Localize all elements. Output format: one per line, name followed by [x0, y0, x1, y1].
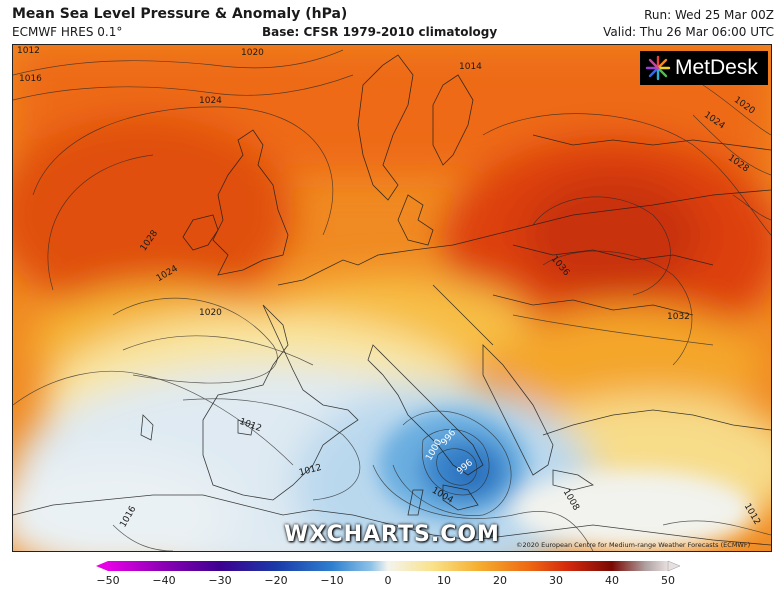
- colorbar-tick-label: 0: [384, 574, 392, 587]
- isobar-label: 1012: [17, 46, 40, 56]
- colorbar-tick-label: 30: [549, 574, 563, 587]
- map-title: Mean Sea Level Pressure & Anomaly (hPa): [12, 6, 348, 22]
- metdesk-logo-text: MetDesk: [675, 56, 758, 79]
- colorbar-max-arrow: [667, 560, 680, 572]
- isobar-label: 1016: [19, 74, 42, 84]
- isobar-label: 1014: [459, 62, 482, 72]
- isobar-label: 1032: [667, 312, 690, 322]
- colorbar-tick-label: −10: [320, 574, 344, 587]
- colorbar-tick-label: −40: [152, 574, 176, 587]
- isobar-label: 1020: [199, 308, 222, 318]
- colorbar-tick-label: 20: [493, 574, 507, 587]
- colorbar-tick-label: 10: [437, 574, 451, 587]
- pressure-anomaly-map: 1012 1016 1020 1024 1028 1014 1020 1024 …: [12, 44, 772, 552]
- wxcharts-watermark: WXCHARTS.COM: [284, 522, 500, 547]
- colorbar-tick-label: −30: [208, 574, 232, 587]
- valid-time-label: Valid: Thu 26 Mar 06:00 UTC: [603, 25, 774, 39]
- colorbar-min-arrow: [96, 561, 108, 571]
- isobar-label: 1024: [199, 96, 222, 106]
- model-label: ECMWF HRES 0.1°: [12, 25, 123, 39]
- colorbar-tick-label: 40: [605, 574, 619, 587]
- base-climatology-label: Base: CFSR 1979-2010 climatology: [262, 25, 498, 39]
- isobar-label: 1020: [241, 48, 264, 58]
- colorbar-tick-label: 50: [661, 574, 675, 587]
- anomaly-colorbar: [96, 560, 680, 572]
- metdesk-star-icon: [645, 55, 671, 81]
- metdesk-logo: MetDesk: [640, 51, 768, 85]
- colorbar-tick-label: −50: [96, 574, 120, 587]
- colorbar-gradient: [108, 561, 668, 571]
- run-time-label: Run: Wed 25 Mar 00Z: [644, 8, 774, 22]
- colorbar-tick-label: −20: [264, 574, 288, 587]
- copyright-notice: ©2020 European Centre for Medium-range W…: [516, 541, 751, 549]
